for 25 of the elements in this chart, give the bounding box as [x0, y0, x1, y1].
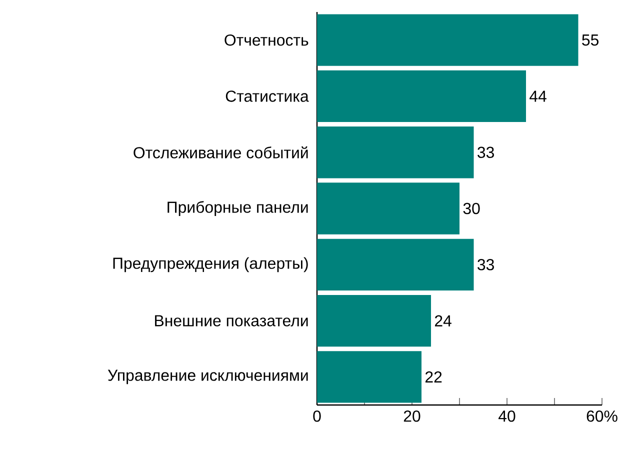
x-tick-label: 60% [586, 410, 618, 422]
data-label: 22 [425, 371, 442, 382]
y-tick-label: Статистика [226, 90, 309, 102]
y-tick-label: Внешние показатели [155, 315, 308, 326]
data-label: 30 [463, 202, 480, 214]
bar [317, 126, 474, 178]
x-tick-label: 0 [313, 410, 321, 422]
y-tick-label: Приборные панели [168, 201, 308, 216]
data-label: 33 [478, 146, 494, 158]
bar [317, 182, 460, 234]
y-tick-label: Предупреждения (алерты) [113, 257, 308, 272]
y-tick-label: Управление исключениями [108, 370, 308, 384]
x-tick-label: 20 [404, 410, 420, 422]
bar [317, 351, 422, 403]
x-tick-label: 40 [498, 410, 516, 422]
bar [317, 14, 578, 66]
data-label: 33 [478, 259, 494, 270]
bar [317, 70, 526, 122]
y-tick-label: Отчетность [224, 34, 308, 46]
bar [317, 294, 431, 347]
data-label: 24 [434, 315, 452, 326]
bar [317, 238, 474, 290]
data-label: 55 [582, 34, 598, 46]
y-tick-label: Отслеживание событий [134, 146, 308, 158]
data-label: 44 [530, 90, 546, 102]
